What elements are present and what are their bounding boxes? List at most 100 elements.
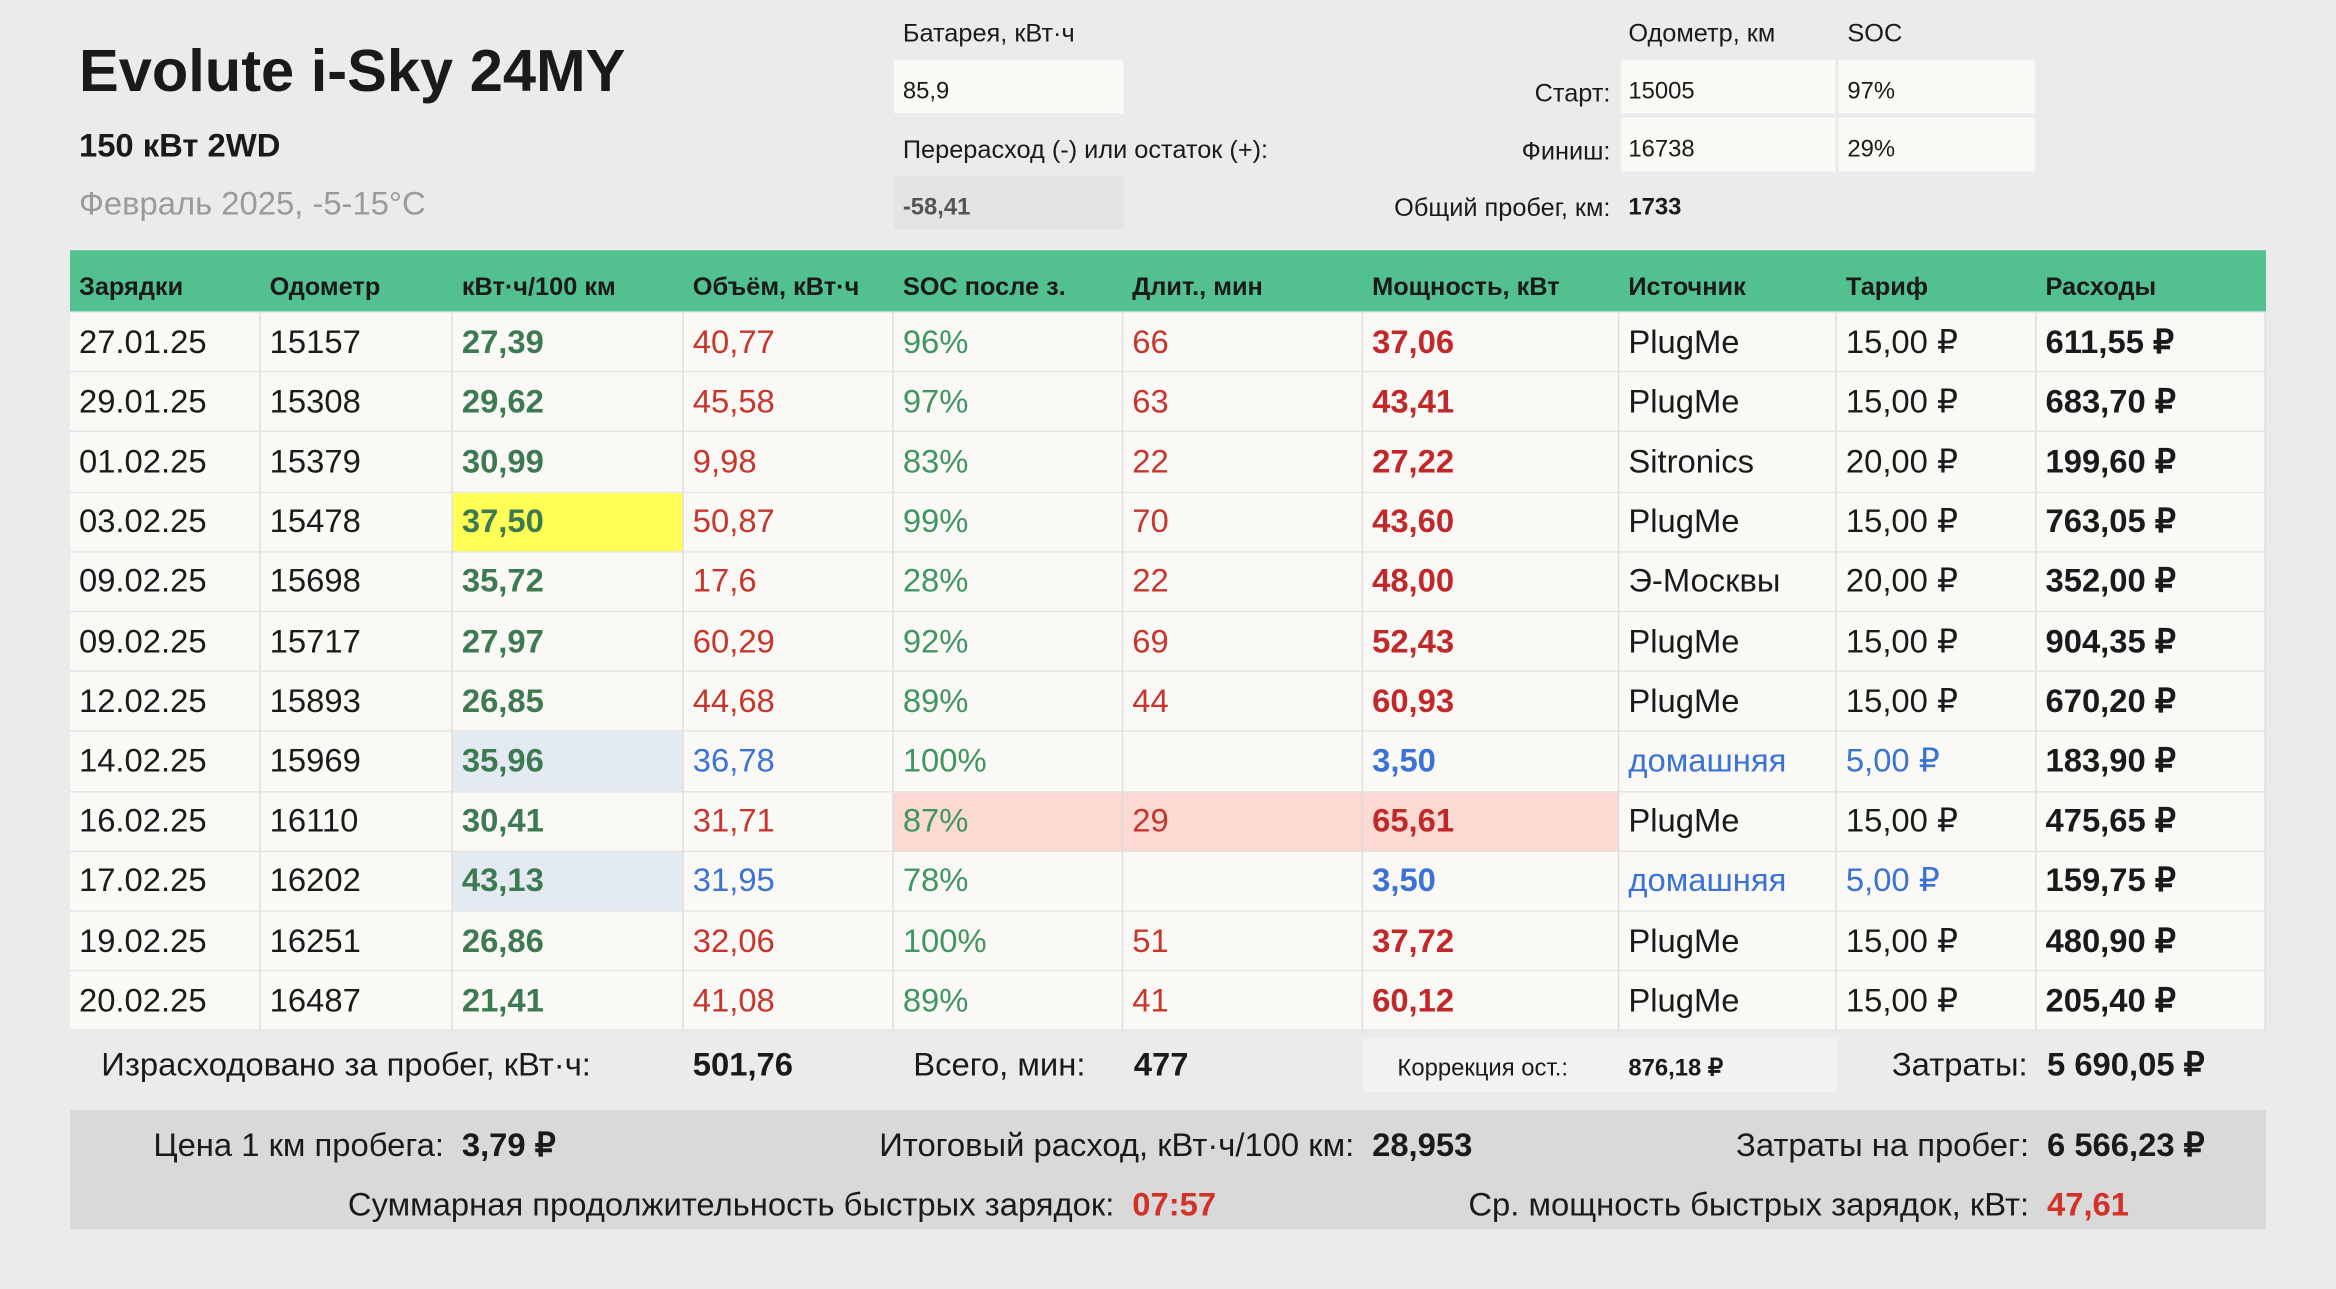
battery-box bbox=[893, 59, 1124, 114]
table-cell: 16202 bbox=[260, 851, 453, 912]
table-cell: PlugMe bbox=[1619, 791, 1837, 852]
price_km-value: 3,79 ₽ bbox=[461, 1126, 556, 1164]
table-cell: 48,00 bbox=[1363, 552, 1620, 613]
table-cell: 63 bbox=[1123, 372, 1364, 433]
table-cell: 37,72 bbox=[1363, 911, 1620, 972]
start-km-box bbox=[1620, 59, 1836, 114]
trip_cost-label: Затраты на пробег: bbox=[1736, 1126, 2030, 1164]
table-cell: PlugMe bbox=[1619, 971, 1837, 1032]
total_rate-value: 28,953 bbox=[1372, 1126, 1473, 1164]
finish-km-box bbox=[1620, 117, 1836, 172]
table-cell: 31,71 bbox=[683, 791, 894, 852]
table-cell: 15157 bbox=[260, 312, 453, 373]
fast_duration-label: Суммарная продолжительность быстрых заря… bbox=[347, 1185, 1115, 1224]
table-cell: 99% bbox=[893, 492, 1124, 553]
table-cell: 26,85 bbox=[452, 672, 684, 733]
table-cell: PlugMe bbox=[1619, 612, 1837, 673]
table-header-bg bbox=[70, 250, 2266, 312]
table-cell: домашняя bbox=[1619, 732, 1837, 792]
table-cell: 40,77 bbox=[683, 312, 894, 373]
table-cell: 22 bbox=[1123, 552, 1364, 613]
consumed-label: Израсходовано за пробег, кВт·ч: bbox=[101, 1045, 591, 1084]
table-cell: 15,00 ₽ bbox=[1836, 911, 2037, 972]
table-cell: 87% bbox=[893, 791, 1124, 852]
correction-value: 876,18 ₽ bbox=[1628, 1056, 1724, 1082]
table-cell: 9,98 bbox=[683, 432, 894, 493]
table-cell: 15,00 ₽ bbox=[1836, 791, 2037, 852]
table-cell: 51 bbox=[1123, 911, 1364, 972]
column-header: Мощность, кВт bbox=[1372, 272, 1560, 301]
table-cell: 92% bbox=[893, 612, 1124, 673]
table-cell: 27,22 bbox=[1363, 432, 1620, 493]
table-cell: 27,97 bbox=[452, 612, 684, 673]
table-cell: 60,93 bbox=[1363, 672, 1620, 733]
fast_duration-value: 07:57 bbox=[1132, 1185, 1217, 1224]
table-cell: 44,68 bbox=[683, 672, 894, 733]
table-cell: Э-Москвы bbox=[1619, 552, 1837, 613]
table-cell: 60,29 bbox=[683, 612, 894, 673]
column-header: SOC после з. bbox=[902, 272, 1066, 301]
table-cell: 43,41 bbox=[1363, 372, 1620, 433]
table-cell: 69 bbox=[1123, 612, 1364, 673]
table-cell: 16487 bbox=[260, 971, 453, 1032]
overrun-label: Перерасход (-) или остаток (+): bbox=[902, 135, 1269, 164]
column-header: Длит., мин bbox=[1132, 272, 1263, 301]
table-cell: 37,50 bbox=[452, 492, 684, 553]
table-cell: PlugMe bbox=[1619, 672, 1837, 733]
table-cell: 60,12 bbox=[1363, 971, 1620, 1032]
table-cell: 5,00 ₽ bbox=[1836, 732, 2037, 792]
odometer-header: Одометр, км bbox=[1628, 19, 1776, 48]
table-cell: 183,90 ₽ bbox=[2036, 732, 2266, 792]
soc-header: SOC bbox=[1847, 19, 1903, 48]
consumed-value: 501,76 bbox=[692, 1045, 794, 1084]
table-cell: 65,61 bbox=[1363, 791, 1620, 852]
price_km-label: Цена 1 км пробега: bbox=[153, 1126, 444, 1164]
table-cell: 45,58 bbox=[683, 372, 894, 433]
table-cell: 611,55 ₽ bbox=[2036, 312, 2266, 373]
table-cell: 89% bbox=[893, 672, 1124, 733]
table-cell: 205,40 ₽ bbox=[2036, 971, 2266, 1032]
table-cell: 100% bbox=[893, 732, 1124, 792]
column-header: Зарядки bbox=[78, 272, 184, 301]
table-cell: PlugMe bbox=[1619, 911, 1837, 972]
table-cell: 21,41 bbox=[452, 971, 684, 1032]
table-cell: 35,72 bbox=[452, 552, 684, 613]
period: Февраль 2025, -5-15°C bbox=[78, 184, 426, 222]
table-cell: 52,43 bbox=[1363, 612, 1620, 673]
table-cell: 480,90 ₽ bbox=[2036, 911, 2266, 972]
finish-km: 16738 bbox=[1628, 137, 1695, 163]
table-cell bbox=[1123, 732, 1364, 792]
table-cell: 36,78 bbox=[683, 732, 894, 792]
table-cell: 35,96 bbox=[452, 732, 684, 792]
table-cell: 670,20 ₽ bbox=[2036, 672, 2266, 733]
correction-label: Коррекция ост.: bbox=[1397, 1056, 1568, 1082]
battery-value: 85,9 bbox=[902, 78, 950, 105]
table-cell: 14.02.25 bbox=[70, 732, 261, 792]
table-cell: 32,06 bbox=[683, 911, 894, 972]
table-cell: 27.01.25 bbox=[70, 312, 261, 373]
table-cell: 96% bbox=[893, 312, 1124, 373]
start-soc-box bbox=[1838, 59, 2036, 114]
table-cell: 27,39 bbox=[452, 312, 684, 373]
table-cell: 30,99 bbox=[452, 432, 684, 493]
table-cell: 29 bbox=[1123, 791, 1364, 852]
costs-value: 5 690,05 ₽ bbox=[2046, 1045, 2205, 1084]
table-cell: 15698 bbox=[260, 552, 453, 613]
column-header: Объём, кВт·ч bbox=[692, 272, 860, 301]
table-cell: 20,00 ₽ bbox=[1836, 552, 2037, 613]
table-cell: 43,13 bbox=[452, 851, 684, 912]
table-cell: 15379 bbox=[260, 432, 453, 493]
table-cell: 159,75 ₽ bbox=[2036, 851, 2266, 912]
table-cell: 15717 bbox=[260, 612, 453, 673]
table-cell: домашняя bbox=[1619, 851, 1837, 912]
table-cell: 15,00 ₽ bbox=[1836, 312, 2037, 373]
table-cell: 22 bbox=[1123, 432, 1364, 493]
table-cell: 199,60 ₽ bbox=[2036, 432, 2266, 493]
table-cell bbox=[1123, 851, 1364, 912]
table-cell: 09.02.25 bbox=[70, 552, 261, 613]
finish-soc: 29% bbox=[1847, 137, 1896, 163]
table-cell: 17.02.25 bbox=[70, 851, 261, 912]
minutes-value: 477 bbox=[1133, 1045, 1189, 1084]
table-cell: 15969 bbox=[260, 732, 453, 792]
